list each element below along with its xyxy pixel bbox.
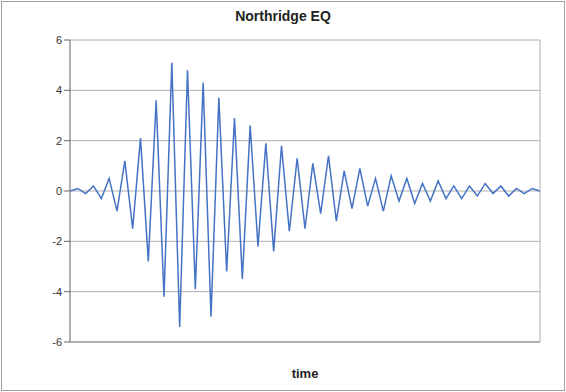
svg-text:6: 6 — [56, 34, 62, 46]
svg-text:time: time — [292, 366, 319, 381]
svg-text:2: 2 — [56, 135, 62, 147]
html-text:Northridge EQ: Northridge EQ — [235, 8, 331, 24]
svg-text:-6: -6 — [52, 336, 62, 348]
svg-text:0: 0 — [56, 185, 62, 197]
svg-text:-2: -2 — [52, 235, 62, 247]
svg-text:-4: -4 — [52, 286, 62, 298]
svg-text:4: 4 — [56, 84, 62, 96]
